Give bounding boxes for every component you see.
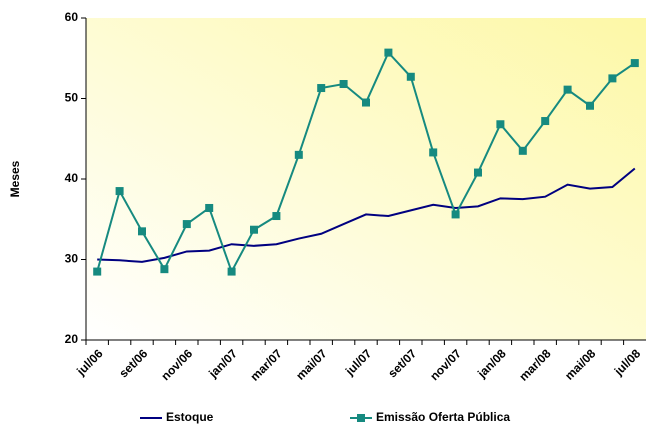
legend-label: Emissão Oferta Pública	[376, 410, 510, 424]
y-tick-label: 40	[65, 171, 79, 185]
point-marker	[496, 120, 505, 129]
point-marker	[115, 187, 124, 196]
y-axis-title: Meses	[8, 160, 22, 197]
legend-marker	[357, 414, 365, 422]
x-tick-label: jan/07	[205, 346, 240, 381]
point-marker	[138, 227, 146, 236]
x-tick-label: nov/06	[158, 346, 195, 383]
x-tick-label: mai/08	[562, 346, 599, 383]
x-tick-label: nov/07	[427, 346, 464, 383]
point-marker	[160, 265, 169, 274]
point-marker	[339, 80, 348, 89]
y-tick-label: 30	[65, 252, 79, 266]
point-marker	[272, 212, 281, 221]
point-marker	[205, 203, 214, 212]
point-marker	[406, 72, 415, 81]
legend-label: Estoque	[166, 410, 214, 424]
y-tick-label: 60	[65, 10, 79, 24]
y-tick-label: 50	[65, 91, 79, 105]
point-marker	[182, 220, 191, 229]
point-marker	[586, 101, 594, 110]
x-tick-label: set/06	[116, 346, 150, 380]
point-marker	[362, 98, 370, 107]
x-tick-label: jul/07	[342, 346, 375, 379]
x-tick-label: mar/08	[516, 346, 553, 383]
point-marker	[294, 150, 303, 159]
point-marker	[384, 48, 393, 57]
x-tick-label: jul/06	[73, 346, 106, 379]
point-marker	[227, 267, 236, 276]
point-marker	[474, 168, 482, 177]
point-marker	[630, 59, 639, 68]
x-tick-label: jul/08	[611, 346, 644, 379]
point-marker	[451, 210, 460, 219]
series-line	[97, 167, 636, 263]
point-marker	[563, 85, 572, 94]
point-marker	[429, 148, 438, 157]
point-marker	[608, 74, 617, 83]
point-marker	[250, 225, 258, 234]
point-marker	[317, 84, 326, 93]
point-marker	[518, 146, 527, 155]
plot-area	[86, 18, 646, 340]
y-tick-label: 20	[65, 332, 79, 346]
x-tick-label: set/07	[385, 346, 419, 380]
x-tick-label: mar/07	[247, 346, 284, 383]
point-marker	[93, 267, 102, 276]
x-tick-label: jan/08	[474, 346, 509, 381]
point-marker	[541, 117, 550, 126]
x-tick-label: mai/07	[293, 346, 330, 383]
